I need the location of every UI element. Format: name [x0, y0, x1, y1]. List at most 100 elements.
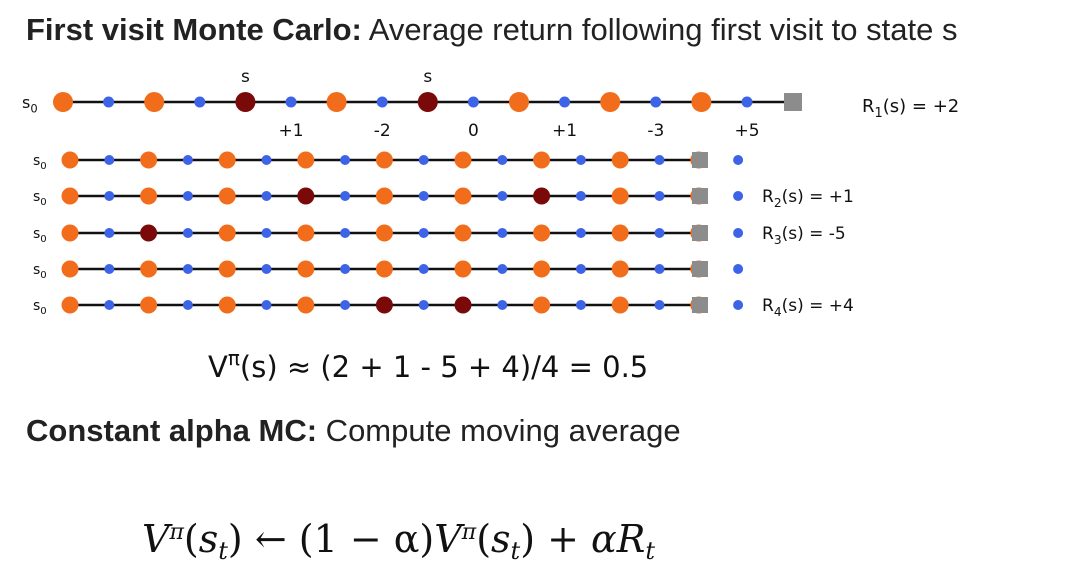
state-node: [611, 296, 629, 314]
state-node: [533, 151, 551, 169]
state-node: [297, 260, 315, 278]
state-node: [375, 260, 393, 278]
state-node: [218, 260, 236, 278]
state-node: [144, 92, 165, 112]
update-t-3: t: [645, 537, 655, 566]
return-label: R3(s) = -5: [762, 224, 846, 247]
start-state-label: s0: [33, 298, 47, 317]
formula-pi: π: [227, 346, 240, 370]
transition-node: [654, 264, 665, 274]
visit-state-s-node: [417, 92, 438, 112]
state-node: [218, 296, 236, 314]
state-node: [533, 296, 551, 314]
state-node: [53, 92, 73, 112]
reward-label: -3: [647, 121, 664, 141]
transition-node: [733, 228, 744, 238]
state-node: [611, 224, 629, 242]
state-node: [611, 151, 629, 169]
transition-node: [650, 96, 662, 108]
state-s-marker: s: [423, 67, 432, 87]
update-plus: +: [547, 517, 579, 561]
episode-rows: s0 s0 R2(s) = +1 s0 R3(s) = -5 s0 s0 R4(s) = +4: [33, 151, 854, 319]
state-node: [600, 92, 621, 112]
transition-node: [103, 96, 115, 108]
state-node: [326, 92, 347, 112]
transition-node: [104, 300, 115, 310]
update-pi-2: π: [461, 519, 477, 545]
transition-node: [104, 264, 115, 274]
transition-node: [182, 191, 193, 201]
reward-label: +5: [734, 121, 759, 141]
terminal-state: [692, 188, 708, 204]
reward-label: 0: [468, 121, 479, 141]
state-node: [533, 260, 551, 278]
state-node: [297, 296, 315, 314]
start-state-label: s0: [22, 93, 38, 115]
transition-node: [194, 96, 206, 108]
transition-node: [654, 191, 665, 201]
terminal-state: [692, 261, 708, 277]
transition-node: [340, 228, 351, 238]
state-node: [454, 187, 472, 205]
return-label: R1(s) = +2: [862, 96, 959, 121]
transition-node: [497, 300, 508, 310]
transition-node: [261, 228, 272, 238]
transition-node: [559, 96, 571, 108]
transition-node: [182, 300, 193, 310]
first-visit-mc-heading-bold: First visit Monte Carlo:: [26, 12, 362, 47]
transition-node: [285, 96, 297, 108]
update-v-1: V: [142, 517, 170, 561]
state-node: [454, 260, 472, 278]
reward-label: -2: [374, 121, 391, 141]
transition-node: [575, 228, 586, 238]
visit-state-s-node: [297, 187, 315, 205]
terminal-state: [692, 225, 708, 241]
transition-node: [340, 191, 351, 201]
first-visit-mc-heading-rest: Average return following first visit to …: [361, 12, 958, 47]
state-node: [533, 224, 551, 242]
transition-node: [497, 155, 508, 165]
visit-state-s-node: [235, 92, 256, 112]
transition-node: [182, 155, 193, 165]
constant-alpha-mc-heading: Constant alpha MC: Compute moving averag…: [26, 413, 681, 449]
terminal-state: [692, 152, 708, 168]
visit-state-s-node: [375, 296, 393, 314]
formula-v: V: [208, 350, 228, 384]
state-node: [140, 296, 158, 314]
transition-node: [418, 191, 429, 201]
return-label: R4(s) = +4: [762, 296, 854, 319]
transition-node: [733, 155, 744, 165]
transition-node: [261, 155, 272, 165]
transition-node: [418, 228, 429, 238]
transition-node: [104, 228, 115, 238]
state-node: [61, 224, 79, 242]
state-node: [611, 187, 629, 205]
episode-row: s0 R2(s) = +1: [33, 187, 854, 210]
update-r: R: [616, 517, 646, 561]
episode-row: s0: [33, 260, 744, 281]
transition-node: [575, 155, 586, 165]
update-arrow: ←: [254, 517, 287, 561]
start-state-label: s0: [33, 189, 47, 208]
update-s-2: s: [491, 517, 511, 561]
first-visit-mc-heading: First visit Monte Carlo: Average return …: [26, 12, 957, 48]
state-node: [454, 224, 472, 242]
transition-node: [654, 300, 665, 310]
terminal-state: [692, 297, 708, 313]
episode-row: s0 R4(s) = +4: [33, 296, 854, 319]
state-node: [297, 151, 315, 169]
state-node: [691, 92, 712, 112]
start-state-label: s0: [33, 262, 47, 281]
state-node: [218, 224, 236, 242]
start-state-label: s0: [33, 153, 47, 172]
state-node: [375, 224, 393, 242]
visit-state-s-node: [454, 296, 472, 314]
episode-row: s0 R3(s) = -5: [33, 224, 846, 247]
state-s-marker: s: [241, 67, 250, 87]
transition-node: [340, 264, 351, 274]
transition-node: [376, 96, 388, 108]
update-alpha: α: [591, 517, 617, 561]
state-node: [61, 187, 79, 205]
state-node: [61, 151, 79, 169]
